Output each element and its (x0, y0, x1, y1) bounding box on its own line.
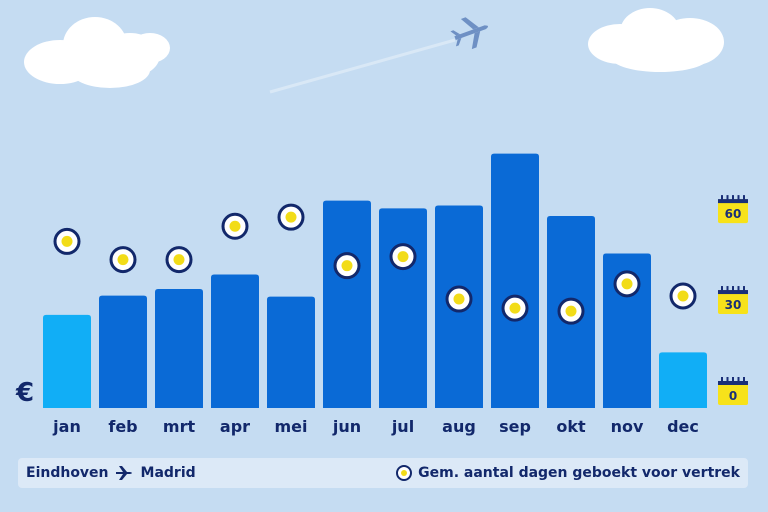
bar-mei (267, 296, 315, 408)
right-axis-tick-label: 60 (725, 207, 742, 221)
booking-days-marker (669, 282, 697, 310)
bar-dec (659, 352, 707, 408)
booking-days-marker (613, 270, 641, 298)
cloud-icon (588, 8, 724, 72)
contrail (269, 38, 456, 94)
bar-jul (379, 208, 427, 408)
destination-label: Madrid (140, 465, 196, 481)
bars-layer (43, 153, 707, 408)
x-tick-label: mei (274, 417, 307, 436)
airplane-icon (450, 17, 488, 50)
sky-decoration (24, 8, 724, 94)
legend-marker-icon (396, 465, 413, 481)
x-tick-label: dec (667, 417, 699, 436)
booking-days-marker (277, 203, 305, 231)
x-tick-label: sep (499, 417, 531, 436)
x-tick-label: mrt (163, 417, 196, 436)
calendar-icon: 0 (718, 377, 748, 405)
legend-label: Gem. aantal dagen geboekt voor vertrek (418, 465, 740, 481)
bar-mrt (155, 288, 203, 408)
booking-days-marker (333, 252, 361, 280)
booking-days-marker (53, 227, 81, 255)
cloud-icon (24, 17, 170, 88)
booking-days-marker (109, 246, 137, 274)
calendar-icon: 30 (718, 286, 748, 315)
legend: Gem. aantal dagen geboekt voor vertrek (396, 465, 740, 481)
x-tick-label: jun (332, 417, 361, 436)
x-tick-label: okt (556, 417, 586, 436)
bar-jan (43, 314, 91, 408)
origin-label: Eindhoven (26, 465, 109, 481)
bar-sep (491, 153, 539, 408)
x-tick-label: apr (220, 417, 250, 436)
calendar-icon: 60 (718, 195, 748, 224)
x-tick-label: nov (611, 417, 644, 436)
booking-days-marker (557, 297, 585, 325)
x-tick-label: jan (52, 417, 81, 436)
booking-days-marker (221, 212, 249, 240)
booking-days-marker (501, 294, 529, 322)
route-plane-icon (115, 466, 132, 480)
euro-icon: € (16, 378, 35, 408)
right-axis-tick-label: 0 (729, 389, 737, 403)
bar-nov (603, 253, 651, 408)
bar-feb (99, 295, 147, 408)
booking-days-marker (389, 243, 417, 271)
booking-days-marker (445, 285, 473, 313)
x-tick-label: aug (442, 417, 476, 436)
x-axis-labels: jan feb mrt apr mei jun jul aug sep okt nov dec (52, 417, 699, 436)
x-tick-label: feb (108, 417, 137, 436)
x-tick-label: jul (391, 417, 414, 436)
right-axis: 0 30 60 (718, 195, 748, 405)
footer-bar: Eindhoven Madrid Gem. aantal dagen geboe… (18, 458, 748, 488)
right-axis-tick-label: 30 (725, 298, 742, 312)
route: Eindhoven Madrid (26, 465, 196, 481)
booking-days-marker (165, 246, 193, 274)
bar-jun (323, 200, 371, 408)
markers-layer (53, 203, 697, 325)
bar-apr (211, 274, 259, 408)
